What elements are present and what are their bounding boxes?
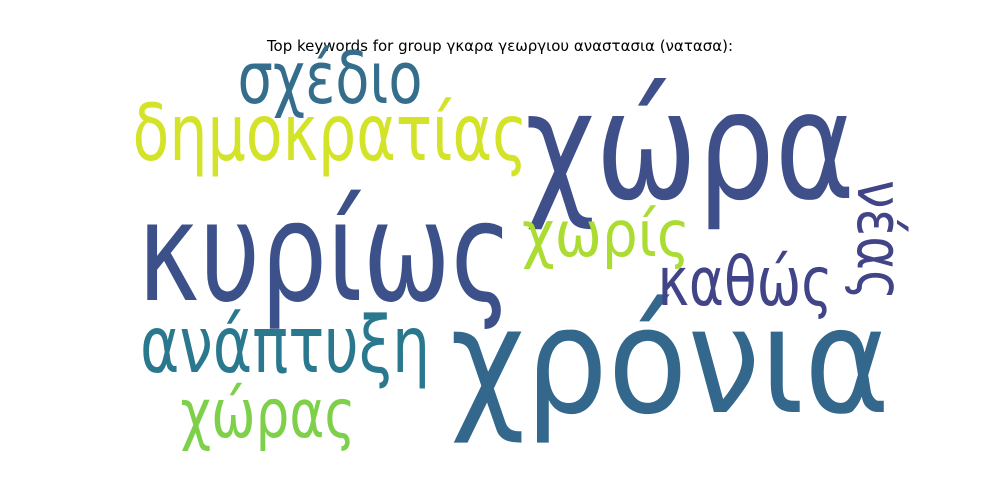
word-3: κυρίως — [138, 172, 513, 333]
word-6: σχέδιο — [238, 36, 423, 120]
word-9: χωρίς — [522, 198, 690, 271]
word-8: χώρας — [181, 375, 356, 454]
word-5: ανάπτυξη — [140, 301, 430, 391]
word-7: καθώς — [658, 243, 833, 322]
chart-title: Top keywords for group γκαρα γεωργιου αν… — [266, 37, 734, 55]
word-1: χώρα — [525, 60, 855, 234]
word-2: χρόνια — [450, 276, 890, 447]
word-4: δημοκρατίας — [133, 89, 528, 179]
word-10: νέας — [843, 180, 916, 300]
